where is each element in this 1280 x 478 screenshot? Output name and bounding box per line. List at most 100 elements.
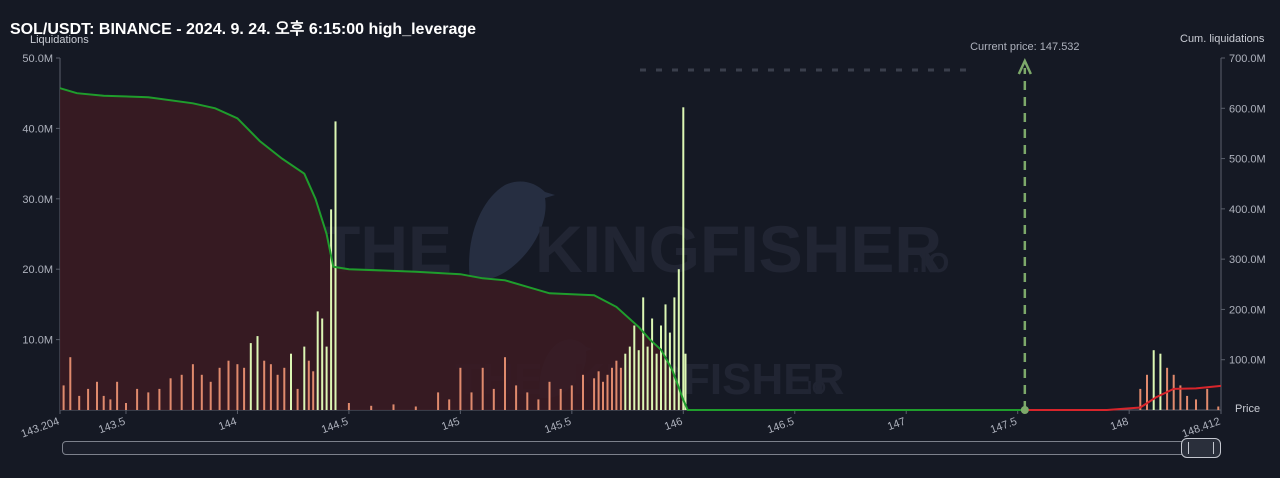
short-cumulative-line [1024, 384, 1222, 411]
liquidation-bar [158, 388, 161, 410]
liquidation-bar [1152, 350, 1155, 410]
liquidation-bar [611, 367, 613, 410]
right-tick-label: 100.0M [1229, 355, 1266, 367]
liquidation-bar [597, 371, 600, 410]
x-tick-label: 144 [217, 416, 238, 434]
watermark-small-suffix: .IO [802, 378, 826, 398]
x-tick-label: 148.412 [1181, 416, 1222, 441]
liquidation-bar [218, 367, 221, 410]
liquidation-bar [256, 336, 259, 410]
right-tick-label: 300.0M [1229, 254, 1266, 266]
liquidation-bar [96, 381, 98, 410]
left-tick-label: 40.0M [22, 123, 53, 135]
liquidation-bar [470, 392, 473, 410]
left-tick-label: 20.0M [22, 264, 53, 276]
liquidation-bar [347, 403, 350, 410]
liquidation-bar [392, 404, 395, 410]
liquidation-bar [492, 388, 495, 410]
liquidation-bar [537, 399, 540, 410]
liquidation-bar [316, 311, 319, 410]
liquidation-bar [673, 297, 676, 410]
liquidation-bar [325, 346, 328, 410]
liquidation-bar [677, 269, 680, 410]
liquidation-bar [290, 353, 292, 410]
kingfisher-bird-icon [469, 181, 555, 281]
liquidation-bar [109, 399, 112, 410]
liquidation-bar [628, 346, 631, 410]
liquidation-bar [69, 357, 72, 410]
liquidation-bar [637, 350, 640, 410]
liquidation-bar [504, 357, 506, 410]
x-tick-label: 147.5 [989, 416, 1019, 437]
liquidation-bar [559, 388, 562, 410]
liquidation-bar [619, 367, 622, 410]
liquidation-bar [209, 381, 212, 410]
liquidation-bar [296, 388, 299, 410]
liquidation-bar [668, 332, 671, 410]
liquidation-bar [448, 399, 451, 410]
x-tick-label: 144.5 [320, 416, 350, 437]
x-tick-label: 145 [440, 416, 461, 434]
x-tick-label: 146.5 [766, 416, 796, 437]
right-tick-label: 200.0M [1229, 304, 1266, 316]
x-tick-label: 148 [1109, 416, 1130, 434]
liquidation-bar [633, 325, 636, 410]
liquidation-bar [269, 364, 272, 410]
current-price-label: Current price: 147.532 [970, 41, 1079, 53]
liquidation-bar [1195, 399, 1197, 410]
liquidation-bar [370, 405, 373, 410]
liquidation-bar [191, 364, 194, 410]
x-axis-title: Price [1235, 403, 1260, 415]
liquidation-bar [548, 381, 551, 410]
liquidation-bar [116, 381, 119, 410]
liquidation-bar [180, 374, 183, 410]
liquidation-bar [414, 406, 417, 410]
liquidation-bar [102, 395, 105, 410]
current-price-marker [1020, 406, 1029, 414]
x-tick-label: 143.5 [97, 416, 127, 437]
right-tick-label: 600.0M [1229, 103, 1266, 115]
chart-scrollbar-handle[interactable] [1181, 438, 1221, 458]
liquidation-bar [243, 367, 246, 410]
liquidation-bar [624, 353, 627, 410]
liquidation-bar [312, 371, 315, 410]
right-tick-label: 400.0M [1229, 204, 1266, 216]
liquidation-bar [1146, 374, 1148, 410]
liquidation-bar [169, 378, 172, 410]
liquidation-bar [602, 381, 604, 410]
current-price-arrow-icon [1017, 58, 1032, 75]
liquidation-bar [526, 392, 529, 410]
right-axis-ticks: 700.0M 600.0M 500.0M 400.0M 300.0M 200.0M 100.… [1221, 53, 1266, 367]
left-axis-title: Liquidations [30, 34, 89, 46]
right-axis-title: Cum. liquidations [1180, 33, 1265, 45]
long-cumulative-area [60, 88, 1025, 410]
left-tick-label: 30.0M [22, 194, 53, 206]
right-tick-label: 700.0M [1229, 53, 1266, 65]
liquidation-bar [437, 392, 440, 410]
liquidation-bar [582, 374, 584, 410]
chart-scrollbar[interactable] [62, 441, 1220, 455]
x-tick-label: 147 [886, 416, 907, 434]
left-tick-label: 10.0M [22, 335, 53, 347]
liquidation-bar [283, 367, 286, 410]
liquidation-bar [642, 297, 645, 410]
liquidation-bar [1179, 385, 1182, 410]
liquidation-bar [236, 364, 239, 410]
liquidation-bar [646, 346, 649, 410]
liquidation-bar [1172, 374, 1175, 410]
watermark-suffix: .IO [912, 247, 949, 278]
watermark-large: THE KINGFISHER .IO [320, 181, 949, 286]
x-tick-label: 143.204 [20, 416, 61, 441]
watermark-kingfisher: KINGFISHER [535, 212, 942, 286]
liquidation-bar [227, 360, 230, 410]
liquidation-bars [62, 107, 1220, 411]
liquidation-bar [481, 367, 484, 410]
liquidation-bar [249, 343, 252, 410]
long-cumulative-line [59, 87, 1025, 411]
liquidation-bar [78, 395, 81, 410]
liquidation-bar [303, 346, 306, 410]
liquidation-bar [1139, 388, 1142, 410]
liquidation-bar [321, 318, 324, 410]
liquidation-bar [1217, 406, 1220, 410]
liquidation-bar [307, 360, 310, 410]
